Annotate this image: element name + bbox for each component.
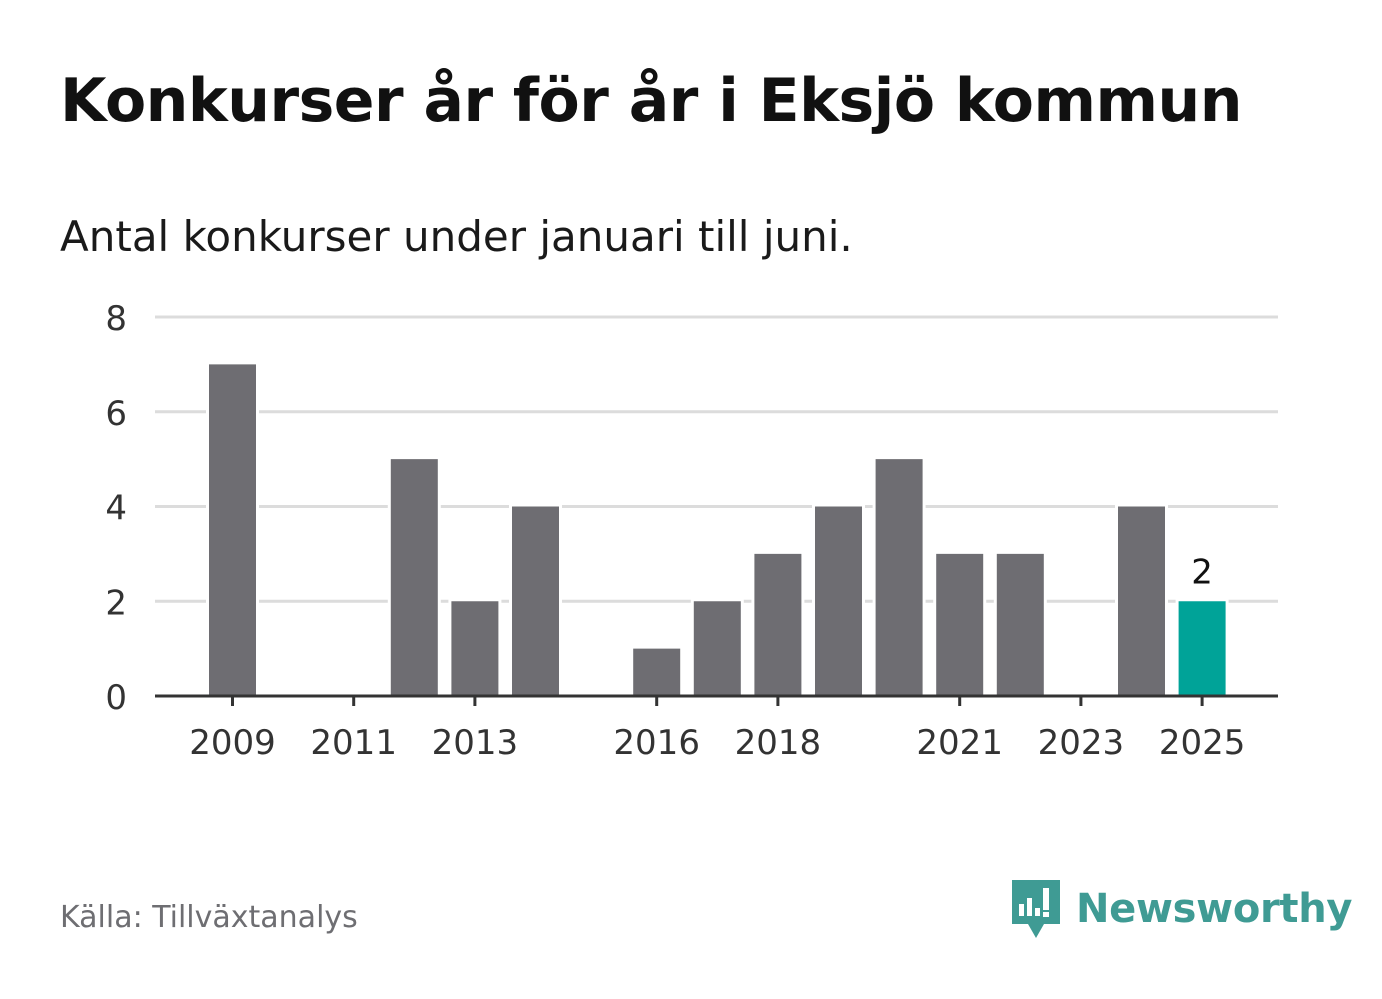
bar-2020 <box>872 456 926 699</box>
x-tick-label: 2021 <box>916 723 1003 763</box>
brand-name: Newsworthy <box>1076 886 1353 932</box>
bar-2025 <box>1175 598 1229 699</box>
x-tick-label: 2009 <box>189 723 276 763</box>
y-tick-label: 4 <box>105 489 127 529</box>
bar-2012 <box>387 456 441 699</box>
x-tick-label: 2023 <box>1038 723 1125 763</box>
bar-2013 <box>448 598 502 699</box>
data-label-2025: 2 <box>1191 552 1213 592</box>
y-tick-label: 8 <box>105 299 127 339</box>
bar-2019 <box>812 503 865 699</box>
bar-2018 <box>751 550 805 699</box>
y-tick-label: 2 <box>105 583 127 623</box>
bar-2014 <box>509 503 562 699</box>
y-tick-label: 0 <box>105 678 127 718</box>
bar-2024 <box>1115 503 1168 699</box>
source-note: Källa: Tillväxtanalys <box>60 900 358 935</box>
x-tick-label: 2018 <box>735 723 822 763</box>
x-tick-label: 2025 <box>1159 723 1246 763</box>
x-tick-label: 2016 <box>613 723 700 763</box>
x-tick-label: 2011 <box>310 723 397 763</box>
bar-2009 <box>206 361 259 699</box>
bar-2021 <box>933 550 987 699</box>
bar-chart: 0 2 4 6 8 2 2009 2011 2013 2016 2018 2021 2023 2025 <box>105 299 1278 763</box>
chart-title: Konkurser år för år i Eksjö kommun <box>60 66 1242 136</box>
newsworthy-logo: Newsworthy <box>1010 878 1353 940</box>
chart-subtitle: Antal konkurser under januari till juni. <box>60 212 853 261</box>
y-tick-label: 6 <box>105 394 127 434</box>
bar-2016 <box>630 645 684 699</box>
bar-2017 <box>690 598 744 699</box>
newsworthy-logo-icon <box>1012 880 1060 938</box>
bar-2022 <box>993 550 1047 699</box>
x-tick-label: 2013 <box>432 723 519 763</box>
